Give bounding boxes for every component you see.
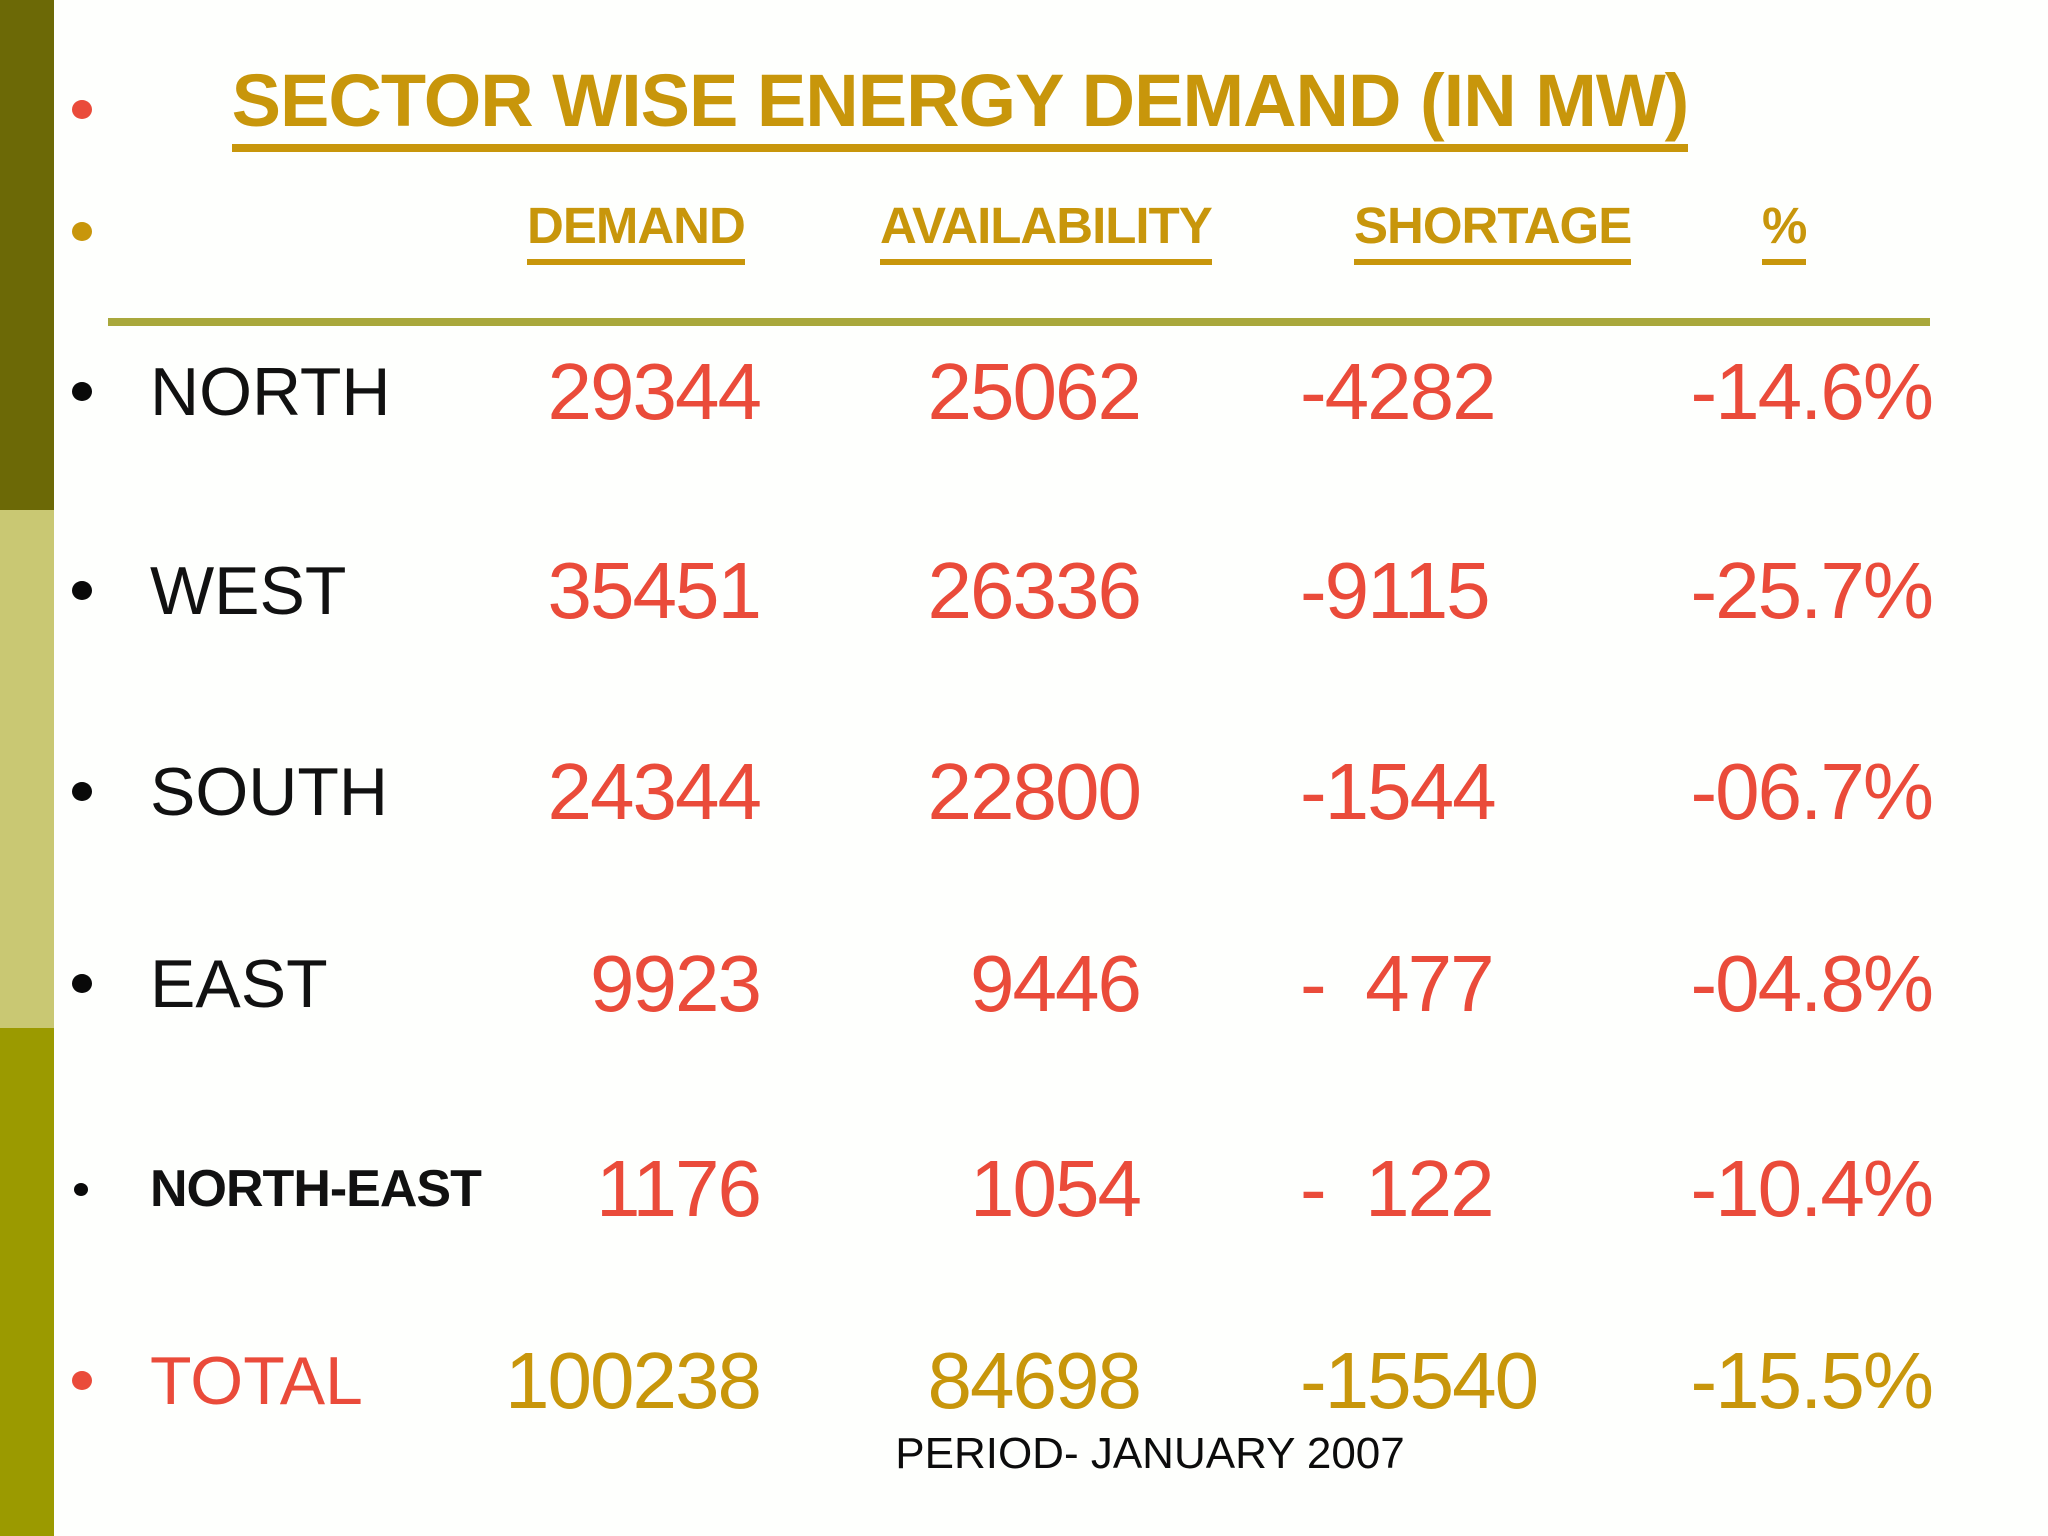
cell-percent: -14.6% [1690, 347, 1934, 436]
cell-demand: 100238 [505, 1336, 762, 1425]
table-row-west: WEST 35451 26336 -9115 -25.7% [0, 551, 2048, 631]
cell-availability: 26336 [927, 546, 1142, 635]
column-header-availability: AVAILABILITY [880, 197, 1213, 266]
bullet-icon [72, 581, 92, 600]
bullet-icon [72, 782, 92, 801]
cell-shortage: -1544 [1300, 747, 1497, 836]
cell-availability: 25062 [927, 347, 1142, 436]
header-divider-line [108, 318, 1930, 326]
row-label: EAST [150, 946, 328, 1022]
cell-demand: 24344 [547, 747, 762, 836]
table-row-east: EAST 9923 9446 - 477 -04.8% [0, 944, 2048, 1024]
cell-percent: -04.8% [1690, 939, 1934, 1028]
title-bullet-icon [72, 100, 92, 119]
cell-shortage: - 122 [1300, 1144, 1495, 1233]
table-row-south: SOUTH 24344 22800 -1544 -06.7% [0, 752, 2048, 832]
column-header-shortage: SHORTAGE [1354, 197, 1632, 266]
cell-availability: 1054 [970, 1144, 1142, 1233]
cell-availability: 84698 [927, 1336, 1142, 1425]
row-label: NORTH-EAST [150, 1160, 482, 1218]
bullet-icon [72, 382, 92, 401]
sidebar-band-khaki [0, 510, 54, 1028]
header-bullet-icon [72, 222, 92, 241]
bullet-icon [72, 1371, 92, 1390]
row-label: SOUTH [150, 754, 388, 830]
bullet-icon [74, 1183, 88, 1196]
row-label: NORTH [150, 354, 391, 430]
table-row-total: TOTAL 100238 84698 -15540 -15.5% [0, 1341, 2048, 1421]
cell-demand: 9923 [590, 939, 762, 1028]
row-label: WEST [150, 553, 347, 629]
cell-availability: 22800 [927, 747, 1142, 836]
bullet-icon [72, 974, 92, 993]
period-caption: PERIOD- JANUARY 2007 [895, 1429, 1405, 1478]
cell-percent: -06.7% [1690, 747, 1934, 836]
cell-shortage: -9115 [1300, 546, 1491, 635]
cell-shortage: -4282 [1300, 347, 1497, 436]
cell-shortage: -15540 [1300, 1336, 1539, 1425]
cell-shortage: - 477 [1300, 939, 1495, 1028]
cell-demand: 29344 [547, 347, 762, 436]
table-row-north-east: NORTH-EAST 1176 1054 - 122 -10.4% [0, 1149, 2048, 1229]
row-label: TOTAL [150, 1343, 363, 1419]
page-title: SECTOR WISE ENERGY DEMAND (IN MW) [110, 62, 1810, 152]
sidebar-band-olive [0, 1028, 54, 1536]
cell-availability: 9446 [970, 939, 1142, 1028]
table-row-north: NORTH 29344 25062 -4282 -14.6% [0, 352, 2048, 432]
cell-demand: 35451 [547, 546, 762, 635]
cell-percent: -25.7% [1690, 546, 1934, 635]
column-header-percent: % [1762, 197, 1807, 266]
sidebar-decoration [0, 0, 54, 1536]
cell-percent: -10.4% [1690, 1144, 1934, 1233]
sidebar-band-dark-olive [0, 0, 54, 510]
column-header-demand: DEMAND [527, 197, 746, 266]
cell-percent: -15.5% [1690, 1336, 1934, 1425]
page-title-text: SECTOR WISE ENERGY DEMAND (IN MW) [231, 62, 1689, 152]
cell-demand: 1176 [595, 1144, 762, 1233]
